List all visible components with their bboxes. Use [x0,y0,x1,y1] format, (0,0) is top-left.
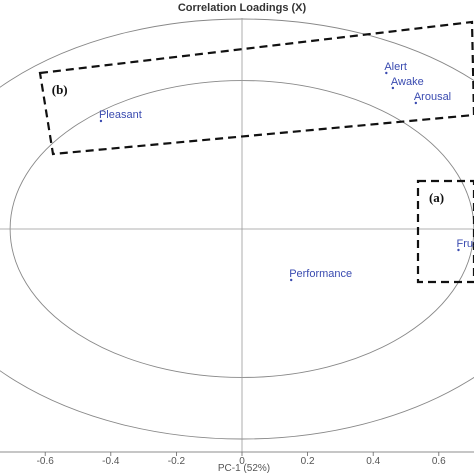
x-axis-label: PC-1 (52%) [218,463,270,474]
loading-points: Pleasant Alert Awake Arousal Performance Frus… [99,61,474,282]
dashed-box-a [416,179,474,284]
box-annotations: (b) (a) [52,82,444,205]
point-label: Arousal [414,91,451,103]
loading-point [99,119,103,123]
x-tick-label: -0.6 [37,456,55,467]
x-tick-label: -0.2 [168,456,186,467]
x-tick-label: -0.4 [102,456,120,467]
loading-point [414,101,418,105]
point-label: Alert [384,61,407,73]
point-label: Frustration [456,238,474,250]
loading-point [457,248,460,252]
x-tick-label: 0.6 [432,456,446,467]
loading-point [391,86,395,90]
point-label: Awake [391,76,424,88]
x-tick-label: 0 [239,456,245,467]
dashed-box-b [38,20,474,156]
loading-point [385,71,388,75]
point-label: Performance [289,268,352,280]
x-tick-label: 0.2 [301,456,315,467]
box-annotation-label: (b) [52,82,68,97]
chart-title: Correlation Loadings (X) [178,2,307,14]
x-axis-ticks: -0.6 -0.4 -0.2 0 0.2 0.4 0.6 [37,452,446,467]
loading-point [290,278,293,282]
box-annotation-label: (a) [429,190,444,205]
x-tick-label: 0.4 [366,456,380,467]
point-label: Pleasant [99,109,142,121]
